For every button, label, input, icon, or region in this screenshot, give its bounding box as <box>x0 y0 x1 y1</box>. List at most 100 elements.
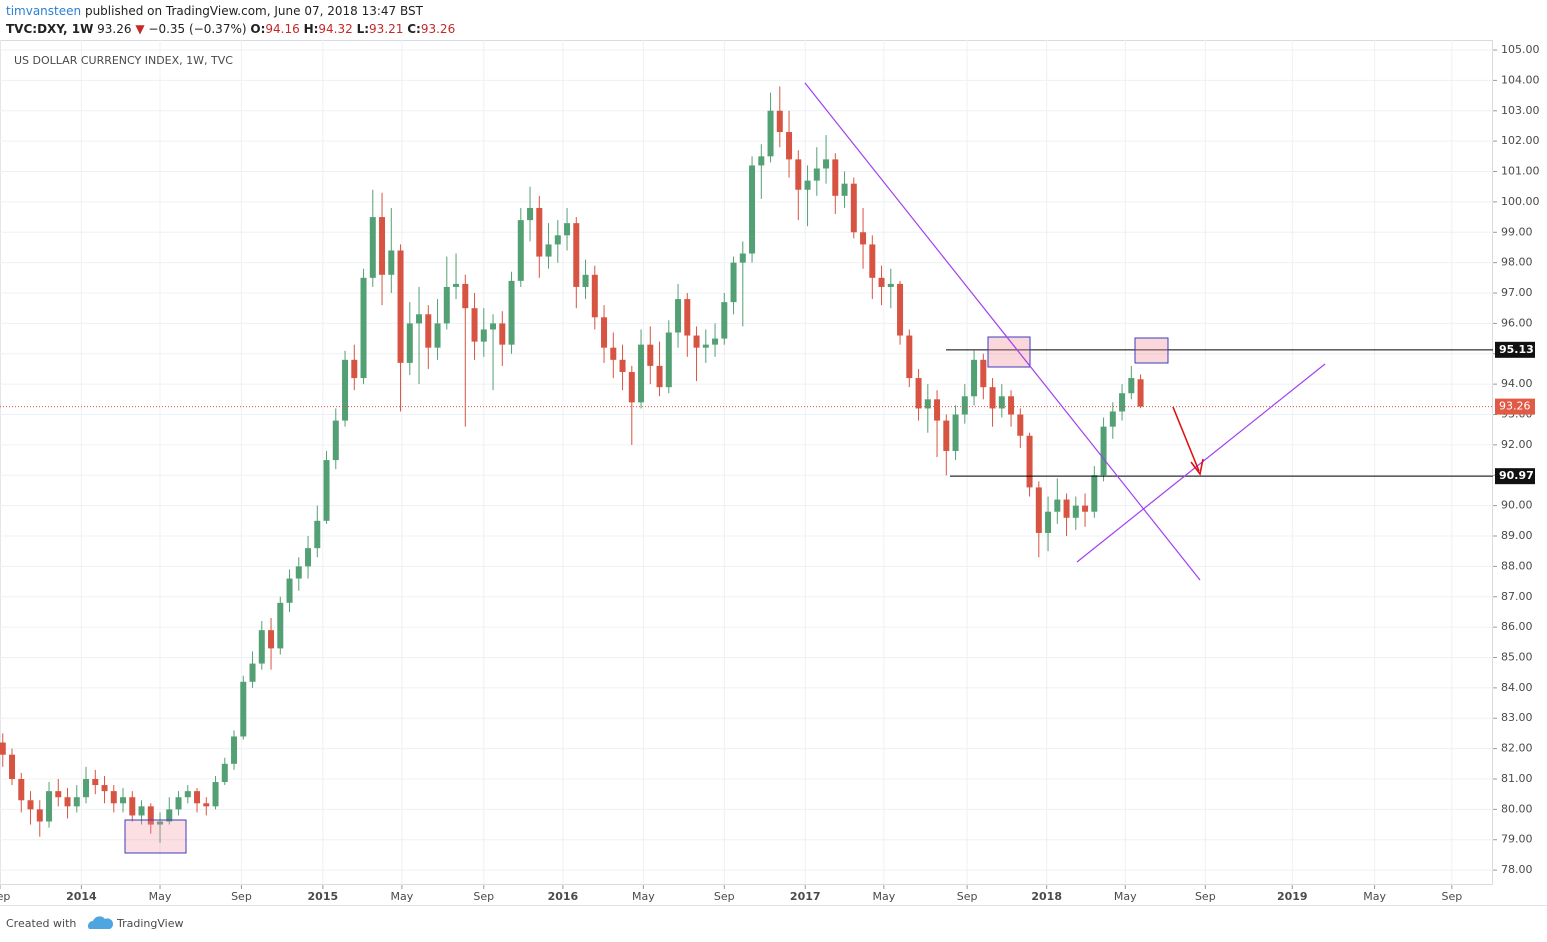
highlight-box <box>1134 337 1169 364</box>
candle-body <box>961 396 968 415</box>
y-tick-label: 101.00 <box>1501 165 1540 178</box>
candle-body <box>434 323 441 348</box>
y-tick-label: 79.00 <box>1501 833 1533 846</box>
candle-body <box>184 791 191 798</box>
candle-body <box>480 329 487 342</box>
candle-body <box>943 420 950 451</box>
candle-body <box>638 344 645 403</box>
candle-body <box>536 207 543 257</box>
drawings <box>124 82 1326 854</box>
author[interactable]: timvansteen <box>6 4 81 18</box>
x-tick-label: May <box>149 890 172 903</box>
candle-body <box>887 283 894 287</box>
candle-body <box>619 359 626 372</box>
candle-body <box>157 821 164 825</box>
y-tick-label: 94.00 <box>1501 377 1533 390</box>
last-price-box <box>1495 398 1535 415</box>
ohlc-value: 94.16 <box>265 22 299 36</box>
y-tick-label: 89.00 <box>1501 529 1533 542</box>
candle-body <box>665 332 672 388</box>
candle-body <box>702 344 709 348</box>
y-tick-label: 82.00 <box>1501 742 1533 755</box>
candle-body <box>462 283 469 309</box>
candle-body <box>564 223 571 236</box>
chart-title: US DOLLAR CURRENCY INDEX, 1W, TVC <box>14 54 233 67</box>
candle-body <box>924 399 931 409</box>
last-price: 93.26 <box>97 22 131 36</box>
candle-body <box>101 785 108 792</box>
candle-body <box>878 277 885 287</box>
candle-body <box>545 244 552 257</box>
candle-body <box>342 359 349 421</box>
y-tick-label: 86.00 <box>1501 620 1533 633</box>
ohlc-label: H: <box>304 22 319 36</box>
candle-body <box>499 323 506 345</box>
candle-body <box>786 132 793 160</box>
candle-body <box>776 110 783 133</box>
candle-body <box>517 220 524 281</box>
candle-body <box>471 308 478 342</box>
candle-body <box>684 299 691 336</box>
candle-body <box>36 809 43 822</box>
x-tick-label: 2014 <box>66 890 97 903</box>
candle-body <box>397 250 404 363</box>
candle-body <box>730 262 737 303</box>
candle-body <box>998 396 1005 409</box>
y-tick-label: 81.00 <box>1501 772 1533 785</box>
y-tick-label: 100.00 <box>1501 195 1540 208</box>
candle-body <box>527 207 534 221</box>
x-tick-label: Sep <box>957 890 978 903</box>
candle-body <box>841 183 848 196</box>
candle-body <box>767 110 774 157</box>
level-label: 95.13 <box>1499 343 1534 356</box>
candle-body <box>194 791 201 804</box>
candle-body <box>1082 505 1089 512</box>
candle-body <box>952 414 959 451</box>
candle-body <box>332 420 339 461</box>
candle-body <box>897 283 904 336</box>
candle-body <box>277 602 284 649</box>
candle-body <box>721 302 728 339</box>
candle-body <box>443 286 450 324</box>
y-tick-label: 105.00 <box>1501 43 1540 56</box>
ohlc-value: 94.32 <box>318 22 352 36</box>
candle-body <box>1109 411 1116 427</box>
x-tick-label: 2016 <box>548 890 579 903</box>
candle-body <box>490 323 497 330</box>
candle-body <box>1063 499 1070 518</box>
candle-body <box>314 520 321 549</box>
direction: ▼ <box>135 22 145 36</box>
ohlc-label: O: <box>250 22 265 36</box>
footer-brand[interactable]: TradingView <box>116 917 183 930</box>
arrow-head <box>1190 458 1204 476</box>
candle-body <box>758 156 765 166</box>
candle-body <box>1128 378 1135 394</box>
candle-body <box>860 232 867 245</box>
level-label-box <box>1495 468 1535 485</box>
candle-body <box>453 283 460 287</box>
x-tick-label: May <box>632 890 655 903</box>
footer-text: Created with <box>6 917 76 930</box>
y-tick-label: 96.00 <box>1501 316 1533 329</box>
candle-body <box>989 387 996 409</box>
candle-body <box>582 274 589 287</box>
x-tick-label: May <box>391 890 414 903</box>
candle-body <box>656 365 663 388</box>
candle-body <box>129 797 136 816</box>
ohlc-value: 93.21 <box>369 22 403 36</box>
candle-body <box>1091 475 1098 512</box>
candle-body <box>92 778 99 786</box>
candle-body <box>388 250 395 275</box>
x-tick-label: May <box>1114 890 1137 903</box>
candle-body <box>286 578 293 603</box>
y-tick-label: 87.00 <box>1501 590 1533 603</box>
candle-body <box>203 803 210 807</box>
candle-body <box>231 736 238 764</box>
candle-body <box>175 797 182 810</box>
candle-body <box>1137 379 1144 407</box>
candle-body <box>610 347 617 360</box>
change: −0.35 (−0.37%) <box>148 22 246 36</box>
y-tick-label: 80.00 <box>1501 802 1533 815</box>
highlight-box <box>124 819 187 854</box>
candle-body <box>64 797 71 807</box>
